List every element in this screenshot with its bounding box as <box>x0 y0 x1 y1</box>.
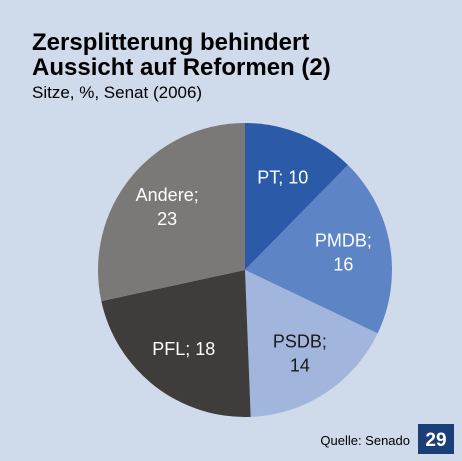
slice-label-line: PMDB; <box>315 231 372 251</box>
slice-label-line: 23 <box>157 209 177 229</box>
slice-label-line: PT; 10 <box>257 167 308 187</box>
slice-label-line: PSDB; <box>273 332 327 352</box>
pie-slice <box>245 165 392 334</box>
pie-slice <box>245 270 378 417</box>
page-number: 29 <box>425 430 446 451</box>
pie-slice <box>101 270 251 417</box>
slice-label: PMDB; 16 <box>315 231 372 275</box>
chart-title: Zersplitterung behindert <box>32 29 309 56</box>
slice-label: Andere; 23 <box>136 185 199 229</box>
slice-label-line: 16 <box>333 255 353 275</box>
slice-label-line: 14 <box>290 356 310 376</box>
slice-label-line: Andere; <box>136 185 199 205</box>
pie-slice <box>245 123 348 270</box>
pie-slice <box>98 123 245 302</box>
slice-label: PSDB; 14 <box>273 332 327 376</box>
page-badge <box>418 424 454 454</box>
slice-label: PFL; 18 <box>152 339 215 359</box>
chart-title: Aussicht auf Reformen (2) <box>32 54 331 81</box>
source: Quelle: Senado <box>320 433 410 448</box>
slice-label-line: PFL; 18 <box>152 339 215 359</box>
slice-label: PT; 10 <box>257 167 308 187</box>
chart-subtitle: Sitze, %, Senat (2006) <box>32 83 202 102</box>
